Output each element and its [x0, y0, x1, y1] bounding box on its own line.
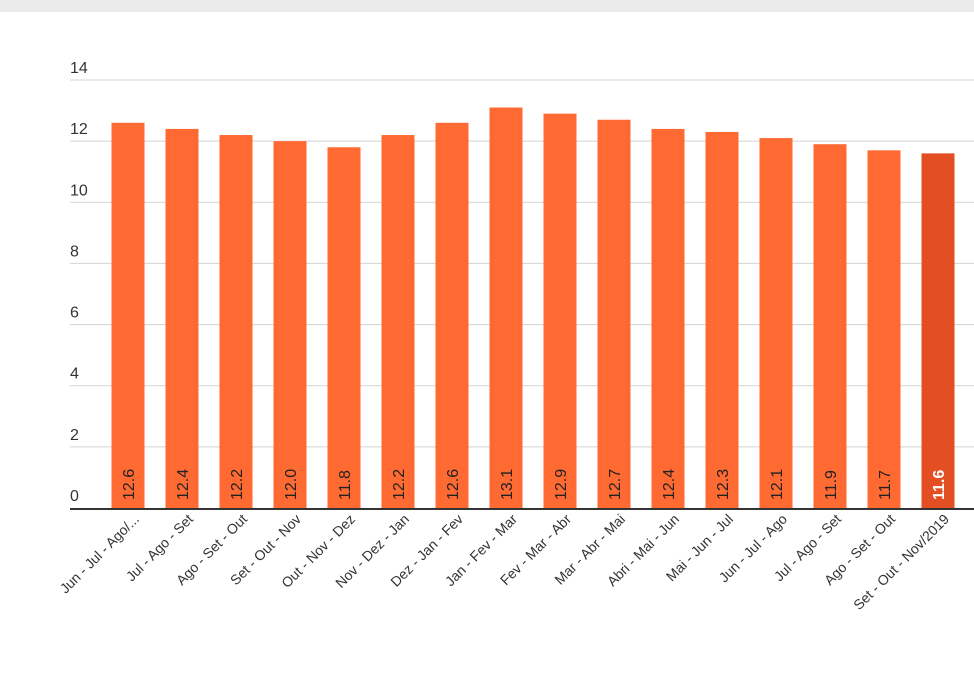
bar — [813, 144, 847, 508]
y-tick-label: 6 — [70, 305, 79, 322]
bar — [867, 150, 901, 509]
bar-value-label: 12.0 — [283, 469, 300, 500]
bar — [165, 128, 199, 508]
bar-value-label: 12.2 — [229, 469, 246, 500]
bar-value-label: 11.7 — [877, 470, 894, 500]
bar — [921, 153, 955, 508]
bars — [111, 107, 955, 509]
bar — [435, 122, 469, 509]
bar-value-label: 12.1 — [769, 469, 786, 500]
bar — [381, 135, 415, 508]
top-strip — [0, 0, 974, 12]
y-tick-label: 0 — [70, 488, 79, 505]
bar-value-label: 11.8 — [337, 470, 354, 500]
bar-value-label: 13.1 — [499, 469, 516, 500]
y-tick-label: 12 — [70, 121, 88, 138]
y-tick-label: 14 — [70, 60, 88, 77]
bar-value-label: 11.6 — [931, 470, 948, 500]
bar — [543, 113, 577, 508]
bar — [327, 147, 361, 508]
bar — [759, 138, 793, 509]
bar — [489, 107, 523, 508]
bar — [705, 131, 739, 508]
x-category-label: Jun - Jul - Ago/... — [57, 511, 143, 597]
bar — [219, 135, 253, 508]
y-tick-label: 8 — [70, 243, 79, 260]
bar — [111, 122, 145, 509]
x-category-label: Set - Out - Nov/2019 — [850, 511, 952, 613]
bar-value-label: 12.7 — [607, 469, 624, 500]
bar-value-label: 12.6 — [121, 469, 138, 500]
bar — [273, 141, 307, 508]
bar-value-labels: 12.6 12.4 12.2 12.0 11.8 12.2 12.6 13.1 12.9 12.7… — [121, 469, 948, 500]
bar-value-label: 12.9 — [553, 469, 570, 500]
bar-value-label: 12.4 — [175, 469, 192, 500]
y-tick-label: 4 — [70, 366, 79, 383]
bar-value-label: 12.3 — [715, 469, 732, 500]
y-axis-ticks: 0 2 4 6 8 10 12 14 — [70, 60, 88, 505]
y-tick-label: 2 — [70, 427, 79, 444]
bar — [597, 119, 631, 508]
y-tick-label: 10 — [70, 182, 88, 199]
bar-value-label: 12.2 — [391, 469, 408, 500]
bar — [651, 128, 685, 508]
bar-value-label: 12.4 — [661, 469, 678, 500]
bar-value-label: 12.6 — [445, 469, 462, 500]
bar-value-label: 11.9 — [823, 470, 840, 500]
